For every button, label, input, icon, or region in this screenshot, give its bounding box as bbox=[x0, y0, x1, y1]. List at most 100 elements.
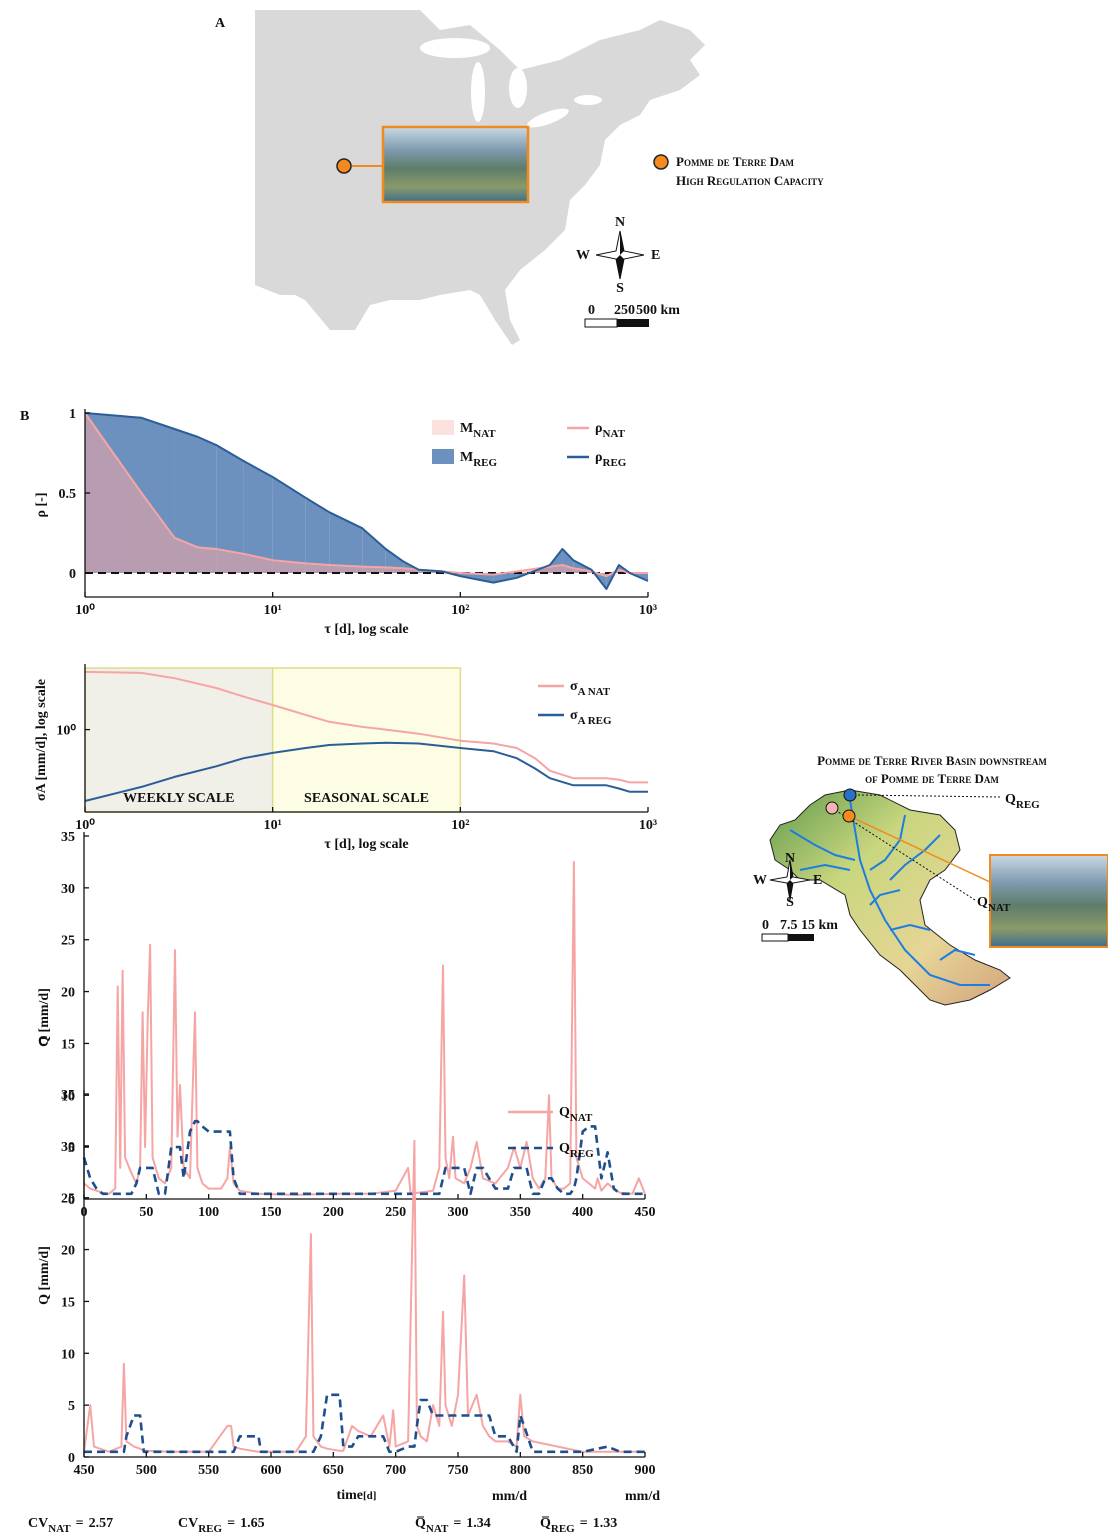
area-segment bbox=[562, 565, 574, 573]
x-axis-label-part: τ [d], log scale bbox=[324, 622, 408, 637]
stat-part: NAT bbox=[426, 1523, 449, 1535]
x-axis-label: time[d] bbox=[337, 1488, 377, 1503]
band-label: WEEKLY SCALE bbox=[123, 791, 234, 806]
x-tick-label: 800 bbox=[510, 1463, 531, 1478]
stat: Q̅REG = 1.33 bbox=[540, 1515, 617, 1535]
point-label-part: Q bbox=[1005, 792, 1016, 807]
chart: 10⁰ 10¹ 10² 10³ 0 0.5 1 ρ [-] τ [d], log scale bbox=[34, 407, 657, 637]
x-tick-label: 10³ bbox=[639, 603, 657, 618]
y-tick-label: 1 bbox=[69, 407, 76, 422]
legend-label-part: ρ bbox=[595, 421, 603, 436]
compass-label: S bbox=[786, 895, 794, 910]
band-label: SEASONAL SCALE bbox=[304, 791, 429, 806]
x-axis-label-unit: [d] bbox=[363, 1490, 376, 1502]
stat: Q̅NAT = 1.34 bbox=[415, 1515, 491, 1535]
legend-label-part: NAT bbox=[603, 428, 626, 440]
point-label: QNAT bbox=[977, 895, 1011, 914]
y-tick-label: 15 bbox=[61, 1037, 75, 1052]
stat-unit: mm/d bbox=[492, 1489, 527, 1504]
scale-label: 500 km bbox=[636, 303, 680, 318]
x-axis-label-part: time bbox=[337, 1488, 363, 1503]
area-segment bbox=[493, 573, 517, 583]
location-map bbox=[255, 10, 705, 345]
y-tick-label: 0 bbox=[69, 567, 76, 582]
x-tick-label: 10⁰ bbox=[75, 818, 95, 833]
legend-swatch bbox=[432, 449, 454, 464]
scale-label: 0 bbox=[762, 918, 769, 933]
stat-sign: = bbox=[76, 1516, 84, 1531]
point-label-part: NAT bbox=[988, 902, 1011, 914]
x-tick-label: 750 bbox=[448, 1463, 469, 1478]
legend-label-part: M bbox=[460, 450, 473, 465]
area-segment bbox=[329, 512, 363, 573]
area-segment bbox=[197, 547, 217, 573]
x-tick-label: 150 bbox=[261, 1205, 282, 1220]
point-label-part: REG bbox=[1016, 799, 1040, 811]
legend-label-part: REG bbox=[473, 457, 497, 469]
legend-label: ρREG bbox=[595, 450, 627, 469]
x-tick-label: 250 bbox=[385, 1205, 406, 1220]
legend-label: σA NAT bbox=[570, 679, 611, 698]
series-line bbox=[84, 670, 648, 784]
x-tick-label: 700 bbox=[385, 1463, 406, 1478]
area-segment bbox=[216, 549, 244, 573]
x-tick-label: 300 bbox=[448, 1205, 469, 1220]
series-line bbox=[83, 860, 646, 1196]
stat: CVNAT = 2.57 bbox=[28, 1516, 113, 1535]
legend-label-part: A NAT bbox=[578, 686, 611, 698]
y-tick-label: 35 bbox=[61, 1088, 75, 1103]
scale-band bbox=[271, 667, 462, 813]
x-tick-label: 500 bbox=[136, 1463, 157, 1478]
legend-marker bbox=[653, 154, 669, 170]
scale-label: 15 km bbox=[801, 918, 838, 933]
legend-label-part: NAT bbox=[570, 1112, 593, 1124]
compass bbox=[595, 230, 645, 280]
x-tick-label: 400 bbox=[572, 1205, 593, 1220]
legend-label-part: A REG bbox=[578, 715, 612, 727]
x-tick-label: 550 bbox=[198, 1463, 219, 1478]
scale-label: 0 bbox=[588, 303, 595, 318]
series-line bbox=[84, 1393, 645, 1454]
map-title: of Pomme de Terre Dam bbox=[865, 771, 999, 786]
panel-label: B bbox=[20, 409, 29, 424]
rivers bbox=[789, 799, 990, 986]
compass-label: N bbox=[785, 851, 795, 866]
scale-band bbox=[84, 667, 274, 813]
legend-swatch bbox=[432, 420, 454, 435]
x-tick-label: 10⁰ bbox=[75, 603, 95, 618]
y-tick-label: 10⁰ bbox=[56, 724, 76, 739]
dam-photo bbox=[989, 854, 1108, 948]
x-tick-label: 10³ bbox=[639, 818, 657, 833]
legend-label: σA REG bbox=[570, 708, 612, 727]
area-segment bbox=[305, 497, 330, 573]
y-tick-label: 25 bbox=[61, 934, 75, 949]
area-segment bbox=[216, 445, 244, 573]
legend-label-part: REG bbox=[603, 457, 627, 469]
basin-map bbox=[761, 788, 1108, 1006]
x-tick-label: 100 bbox=[198, 1205, 219, 1220]
area-segment bbox=[197, 437, 217, 573]
y-tick-label: 5 bbox=[68, 1399, 75, 1414]
y-tick-label: 20 bbox=[61, 1244, 75, 1259]
basin bbox=[769, 789, 1011, 1006]
y-tick-label: 0 bbox=[68, 1451, 75, 1466]
x-tick-label: 850 bbox=[572, 1463, 593, 1478]
area-segment bbox=[272, 477, 306, 573]
scale-label: 250 bbox=[614, 303, 635, 318]
y-tick-label: 20 bbox=[61, 986, 75, 1001]
stat-part: Q̅ bbox=[540, 1515, 551, 1531]
stat-sign: = bbox=[580, 1516, 588, 1531]
legend-label: MREG bbox=[460, 450, 497, 469]
x-axis-label: τ [d], log scale bbox=[324, 622, 408, 637]
map-title: Pomme de Terre River Basin downstream bbox=[817, 753, 1047, 768]
y-axis-label: Q [mm/d] bbox=[37, 1246, 52, 1305]
y-tick-label: 15 bbox=[61, 1295, 75, 1310]
x-axis-label-part: τ [d], log scale bbox=[324, 837, 408, 852]
great-lakes bbox=[420, 38, 602, 128]
stat-part: CV bbox=[178, 1516, 198, 1531]
compass bbox=[769, 859, 811, 901]
x-tick-label: 10¹ bbox=[264, 818, 282, 833]
legend-text: High Regulation Capacity bbox=[676, 173, 824, 188]
stat-part: REG bbox=[551, 1523, 575, 1535]
y-tick-label: 30 bbox=[61, 882, 75, 897]
